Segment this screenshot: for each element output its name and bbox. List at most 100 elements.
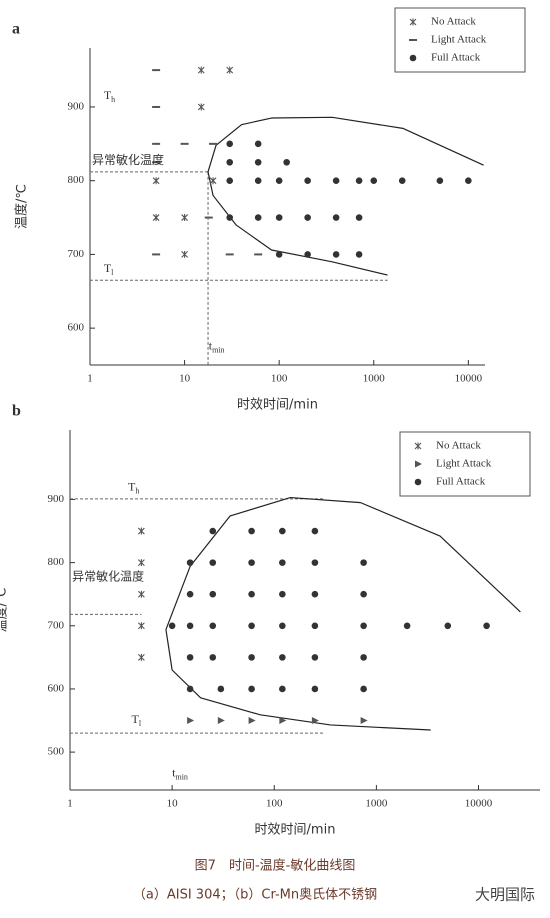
annotation-subscript: h	[135, 486, 139, 495]
point	[186, 654, 194, 661]
point	[465, 177, 472, 184]
point	[275, 214, 283, 221]
caption-title: 图7 时间-温度-敏化曲线图	[195, 858, 356, 874]
point	[137, 527, 145, 535]
y-tick-label: 700	[68, 248, 85, 260]
point	[137, 653, 145, 661]
point	[137, 622, 145, 630]
legend-marker	[414, 442, 422, 450]
point	[226, 158, 234, 166]
point	[398, 177, 406, 184]
y-tick-label: 600	[68, 322, 85, 334]
point	[152, 69, 161, 72]
point	[209, 654, 217, 661]
point	[248, 527, 255, 535]
y-tick-label: 600	[48, 682, 65, 694]
annotation: Tl	[104, 261, 114, 277]
sensitization-curve	[207, 116, 484, 276]
point	[275, 251, 283, 258]
point	[209, 177, 217, 185]
point	[209, 559, 217, 566]
x-axis-label: 时效时间/min	[237, 398, 318, 413]
annotation: Th	[104, 88, 115, 104]
point	[403, 622, 411, 630]
x-tick-label: 1000	[365, 798, 388, 810]
x-tick-label: 10	[179, 373, 191, 385]
point	[304, 177, 311, 184]
legend-marker	[409, 54, 417, 62]
point	[483, 622, 490, 630]
point	[436, 177, 444, 184]
point	[279, 590, 286, 598]
point	[360, 685, 367, 693]
point	[248, 685, 255, 693]
annotation-subscript: h	[111, 95, 115, 104]
point	[275, 177, 283, 184]
point	[152, 105, 161, 108]
x-tick-label: 10000	[455, 373, 483, 385]
point	[209, 622, 217, 630]
point	[226, 177, 234, 184]
point	[311, 590, 319, 598]
point	[254, 214, 262, 221]
legend-marker	[415, 460, 422, 468]
point	[254, 253, 263, 256]
point	[197, 66, 205, 74]
y-tick-label: 800	[48, 556, 65, 568]
legend-marker	[409, 39, 417, 41]
point	[332, 214, 340, 221]
point	[311, 717, 319, 725]
point	[187, 717, 195, 725]
point	[370, 177, 378, 184]
legend-label: Full Attack	[431, 52, 481, 64]
point	[248, 590, 255, 598]
point	[279, 622, 286, 630]
watermark: 大明国际	[475, 886, 535, 904]
point	[360, 559, 367, 566]
annotation: Th	[128, 479, 139, 495]
point	[332, 177, 340, 184]
legend-marker	[409, 18, 417, 26]
point	[180, 142, 189, 145]
point	[137, 559, 145, 567]
x-tick-label: 10	[167, 798, 179, 810]
annotation-subscript: l	[139, 719, 142, 728]
point	[209, 142, 218, 145]
panel-label: b	[12, 403, 21, 420]
y-tick-label: 800	[68, 174, 85, 186]
point	[360, 622, 367, 630]
legend-marker	[414, 478, 422, 486]
x-tick-label: 100	[266, 798, 283, 810]
y-tick-label: 500	[48, 746, 65, 758]
point	[254, 177, 262, 184]
point	[217, 685, 225, 693]
x-tick-label: 1000	[363, 373, 386, 385]
point	[444, 622, 452, 630]
x-tick-label: 100	[271, 373, 288, 385]
point	[279, 717, 287, 725]
point	[283, 158, 290, 166]
x-tick-label: 1	[67, 798, 73, 810]
point	[360, 654, 367, 661]
point	[304, 214, 311, 221]
point	[304, 251, 311, 258]
point	[226, 140, 234, 148]
point	[225, 253, 234, 256]
point	[360, 717, 368, 725]
caption-subtitle: （a）AISI 304；（b）Cr-Mn奥氏体不锈钢	[133, 888, 377, 903]
point	[248, 622, 255, 630]
legend-label: No Attack	[431, 16, 476, 28]
annotation-subscript: min	[212, 345, 224, 354]
point	[226, 214, 234, 221]
point	[355, 177, 363, 184]
point	[360, 590, 367, 598]
point	[197, 103, 205, 111]
point	[181, 214, 188, 222]
point	[181, 250, 188, 258]
y-tick-label: 900	[48, 493, 65, 505]
annotation-text: T	[104, 261, 112, 275]
point	[152, 142, 161, 145]
annotation: tmin	[172, 765, 188, 781]
annotation-text: t	[172, 765, 176, 779]
